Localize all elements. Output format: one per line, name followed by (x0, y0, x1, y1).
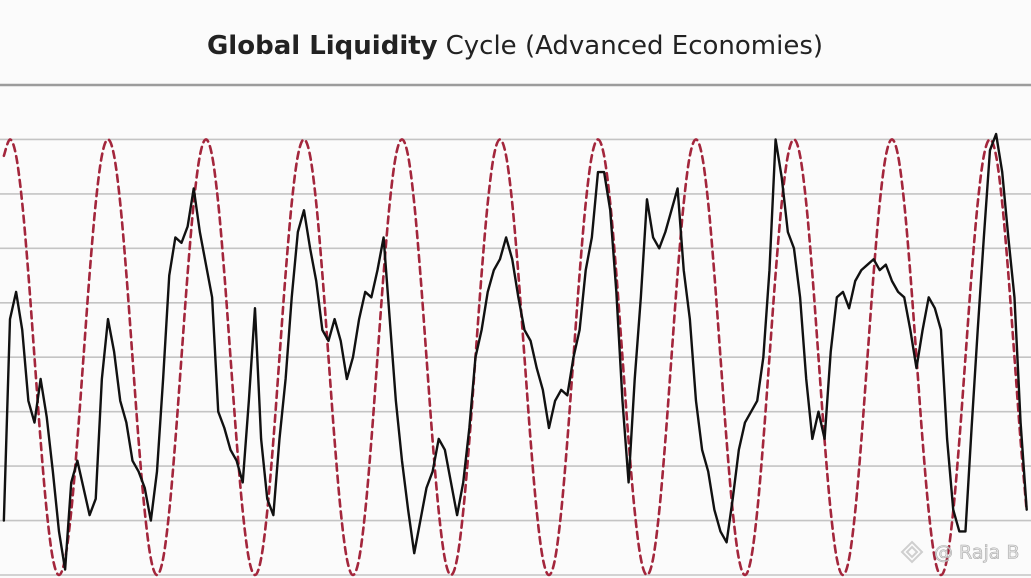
plot (2, 132, 1029, 577)
grid (0, 83, 1031, 576)
watermark: @ Raja B (900, 540, 1020, 564)
title-rest: Cycle (Advanced Economies) (446, 31, 823, 61)
cycle-line (2, 138, 1029, 577)
watermark-text: @ Raja B (934, 542, 1019, 564)
chart-title: Global Liquidity Cycle (Advanced Economie… (207, 31, 823, 61)
watermark-icon (900, 540, 924, 564)
liquidity-line (2, 132, 1028, 571)
title-bold: Global Liquidity (207, 31, 438, 61)
